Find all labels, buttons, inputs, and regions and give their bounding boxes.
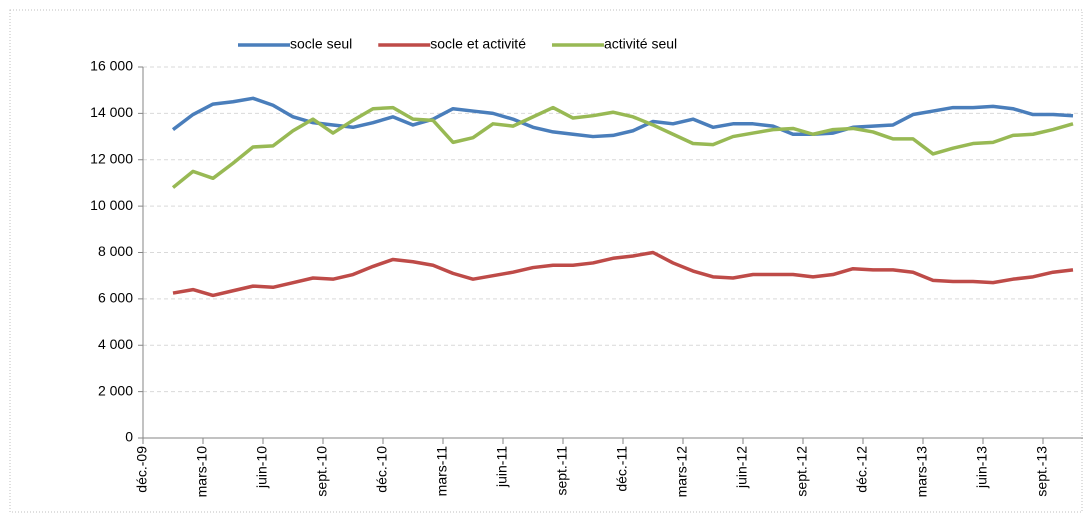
y-tick-label: 8 000 [98,243,133,259]
y-tick-label: 2 000 [98,382,133,398]
y-tick-label: 4 000 [98,336,133,352]
y-tick-label: 6 000 [98,290,133,306]
y-tick-label: 14 000 [90,104,133,120]
legend-label: socle seul [290,36,352,52]
x-tick-label: sept.-10 [314,446,330,497]
x-tick-label: sept.-11 [554,446,570,496]
y-tick-label: 16 000 [90,58,133,74]
x-tick-label: sept.-13 [1034,446,1050,497]
x-tick-label: mars-13 [914,446,930,498]
x-tick-label: déc.-09 [134,446,150,493]
series-line [171,105,1074,189]
legend-label: socle et activité [430,36,526,52]
series-line [172,250,1074,298]
legend-label: activité seul [604,36,677,52]
x-tick-label: juin-13 [974,446,990,489]
x-tick-label: mars-12 [674,446,690,498]
x-tick-label: mars-11 [434,446,450,497]
series-line [171,96,1074,139]
x-tick-label: déc.-10 [374,446,390,493]
chart-frame [9,9,1083,513]
x-tick-label: juin-10 [254,446,270,489]
x-tick-label: déc.-12 [854,446,870,493]
x-tick-label: juin-12 [734,446,750,489]
y-tick-label: 10 000 [90,197,133,213]
x-tick-label: juin-11 [494,446,510,488]
x-tick-label: mars-10 [194,446,210,498]
x-tick-label: sept.-12 [794,446,810,497]
y-tick-label: 12 000 [90,150,133,166]
legend: socle seul socle et activité activité seul [238,36,677,52]
x-tick-label: déc.-11 [614,446,630,492]
y-tick-label: 0 [125,429,133,445]
